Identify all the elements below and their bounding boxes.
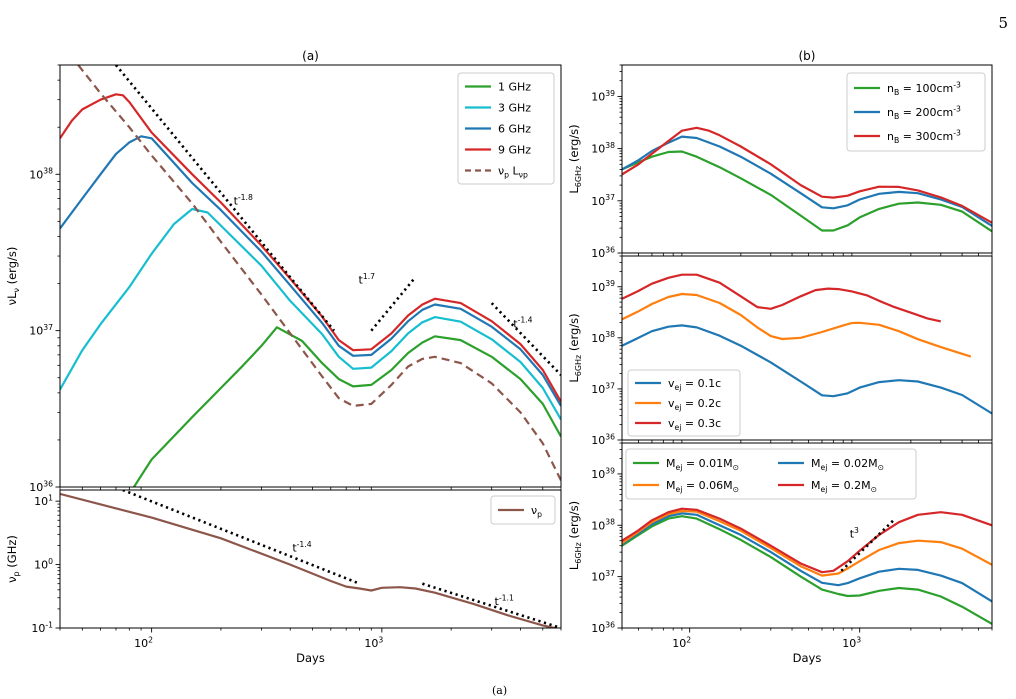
chart-b_bottom: 1036 1037 1038 1039 102 103 t3 Days L6GHz (erg/s… xyxy=(567,442,993,665)
x-tick-label: 103 xyxy=(842,635,861,650)
guide-label-2: t-1.4 xyxy=(513,316,532,331)
figure-caption-fragment: (a) xyxy=(492,684,508,697)
series-line-1 xyxy=(60,207,561,421)
series-line-2 xyxy=(622,509,992,577)
legend-label: νp Lνp xyxy=(498,165,528,180)
y-tick-label: 10-1 xyxy=(31,620,53,635)
y-tick-label: 1038 xyxy=(591,518,615,533)
svg-text:L6GHz (erg/s): L6GHz (erg/s) xyxy=(567,501,583,570)
guide-label-1: t1.7 xyxy=(358,272,375,287)
guide-label-0: t3 xyxy=(850,526,859,541)
y-axis-label: νLν (erg/s) xyxy=(5,247,21,306)
legend-label: Mej = 0.06M⊙ xyxy=(666,479,739,494)
y-tick-label: 1038 xyxy=(591,141,615,156)
axes-frame xyxy=(621,255,993,441)
x-tick-label: 103 xyxy=(364,635,383,650)
axes-frame xyxy=(59,64,562,488)
legend-label: νp xyxy=(531,504,542,519)
svg-text:νLν (erg/s): νLν (erg/s) xyxy=(5,247,21,306)
series-line-0 xyxy=(622,150,992,233)
legend-label: 1 GHz xyxy=(498,81,531,94)
legend-label: 3 GHz xyxy=(498,102,531,115)
y-tick-label: 1039 xyxy=(591,466,615,481)
series-line-4 xyxy=(77,65,561,481)
series-line-1 xyxy=(622,135,992,227)
legend-label: vej = 0.1c xyxy=(668,377,721,392)
chart-a_bottom: 10-1 100 101 102 103 t-1.4 t-1.1 Days νp (GHz) νp xyxy=(5,489,562,665)
x-tick-label: 102 xyxy=(134,635,153,650)
guide-label-0: t-1.8 xyxy=(234,193,253,208)
series-line-0 xyxy=(622,324,992,415)
y-tick-label: 1036 xyxy=(591,620,615,635)
series-line-0 xyxy=(132,326,561,487)
chart-b_top: 1036 1037 1038 1039 (b) L6GHz (erg/s) nB = 100… xyxy=(567,49,993,260)
axes-frame xyxy=(621,64,993,254)
y-tick-label: 1037 xyxy=(591,193,615,208)
svg-text:νp (GHz): νp (GHz) xyxy=(5,535,21,583)
legend-label: Mej = 0.01M⊙ xyxy=(666,457,739,472)
y-tick-label: 1038 xyxy=(29,167,53,182)
y-tick-label: 100 xyxy=(34,557,53,572)
series-line-2 xyxy=(622,273,942,323)
legend-label: vej = 0.2c xyxy=(668,397,721,412)
y-tick-label: 1037 xyxy=(591,569,615,584)
y-tick-label: 1037 xyxy=(29,323,53,338)
legend-label: Mej = 0.2M⊙ xyxy=(811,479,877,494)
legend-label: nB = 300cm-3 xyxy=(887,128,961,144)
legend: 1 GHz 3 GHz 6 GHz 9 GHz νp Lνp xyxy=(457,72,555,185)
x-axis-label: Days xyxy=(793,651,822,665)
svg-text:L6GHz (erg/s): L6GHz (erg/s) xyxy=(567,313,583,382)
chart-a_top: 1036 1037 1038 t-1.8 t1.7 t-1.4 (a) νLν (erg/s)… xyxy=(5,49,562,494)
y-axis-label: L6GHz (erg/s) xyxy=(567,313,583,382)
y-tick-label: 1036 xyxy=(29,479,53,494)
legend: nB = 100cm-3 nB = 200cm-3 nB = 300cm-3 xyxy=(846,72,986,152)
page-number: 5 xyxy=(998,14,1008,32)
svg-text:L6GHz (erg/s): L6GHz (erg/s) xyxy=(567,124,583,193)
x-axis-label: Days xyxy=(296,651,325,665)
chart-title: (b) xyxy=(799,49,816,63)
axes-frame xyxy=(59,489,562,629)
y-axis-label: L6GHz (erg/s) xyxy=(567,501,583,570)
legend: vej = 0.1c vej = 0.2c vej = 0.3c xyxy=(627,369,741,437)
legend-label: nB = 200cm-3 xyxy=(887,104,961,120)
series-line-1 xyxy=(622,512,992,603)
y-tick-label: 1039 xyxy=(591,89,615,104)
y-tick-label: 1038 xyxy=(591,330,615,345)
legend: νp xyxy=(490,495,556,525)
guide-line-0 xyxy=(122,490,361,585)
guide-label-1: t-1.1 xyxy=(495,593,514,608)
y-axis-label: L6GHz (erg/s) xyxy=(567,124,583,193)
series-line-1 xyxy=(622,292,972,358)
y-tick-label: 1037 xyxy=(591,381,615,396)
guide-line-2 xyxy=(490,302,561,376)
guide-line-1 xyxy=(421,582,561,628)
legend-label: 9 GHz xyxy=(498,144,531,157)
guide-line-0 xyxy=(840,518,896,572)
legend-label: Mej = 0.02M⊙ xyxy=(811,457,884,472)
axes-frame xyxy=(621,442,993,629)
series-line-3 xyxy=(622,507,992,574)
legend-label: 6 GHz xyxy=(498,123,531,136)
y-axis-label: νp (GHz) xyxy=(5,535,21,583)
legend: Mej = 0.01M⊙ Mej = 0.02M⊙ Mej = 0.06M⊙ Mej … xyxy=(625,448,917,500)
y-tick-label: 1036 xyxy=(591,245,615,260)
guide-label-0: t-1.4 xyxy=(292,540,311,555)
series-line-2 xyxy=(622,126,992,224)
series-line-2 xyxy=(60,135,561,407)
y-tick-label: 1039 xyxy=(591,279,615,294)
chart-title: (a) xyxy=(302,49,319,63)
guide-line-0 xyxy=(114,65,336,332)
series-line-0 xyxy=(622,515,992,625)
series-line-0 xyxy=(60,492,560,628)
legend-label: vej = 0.3c xyxy=(668,417,721,432)
legend-label: nB = 100cm-3 xyxy=(887,80,961,96)
y-tick-label: 1036 xyxy=(591,432,615,447)
y-tick-label: 101 xyxy=(34,494,53,509)
x-tick-label: 102 xyxy=(672,635,691,650)
guide-line-1 xyxy=(370,276,417,332)
